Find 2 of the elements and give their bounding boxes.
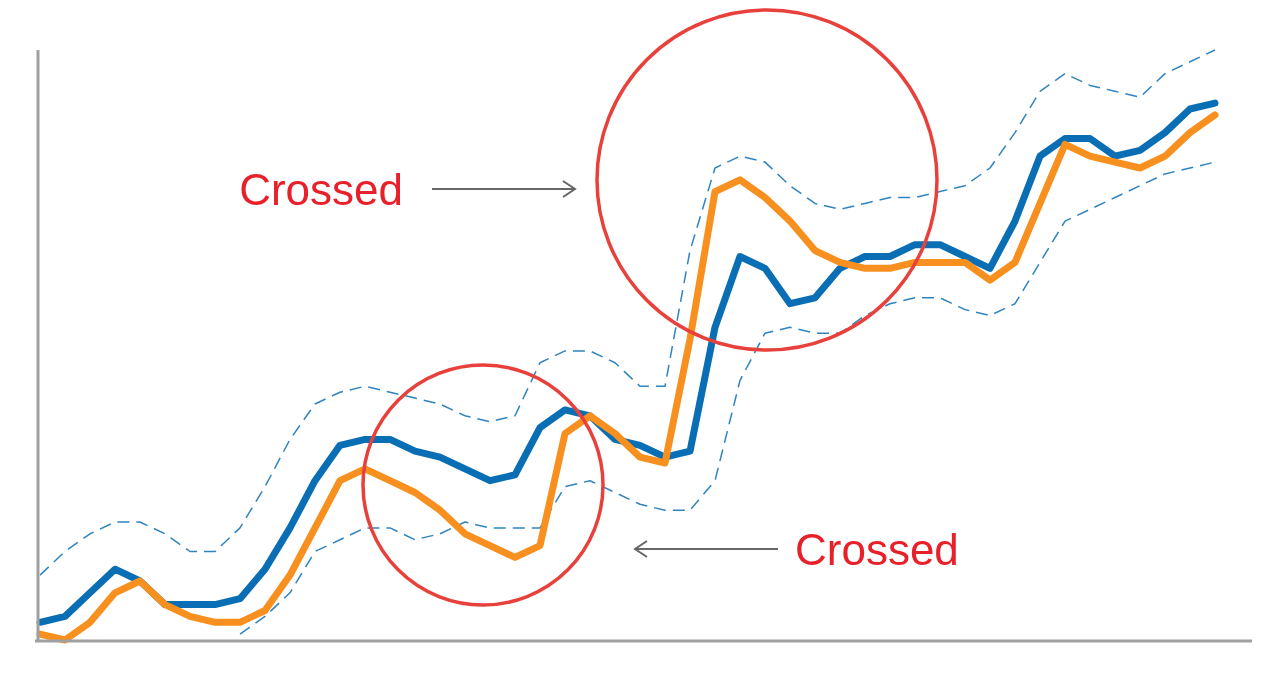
annotation: Crossed: [795, 525, 959, 574]
annotation: Crossed: [239, 165, 403, 214]
